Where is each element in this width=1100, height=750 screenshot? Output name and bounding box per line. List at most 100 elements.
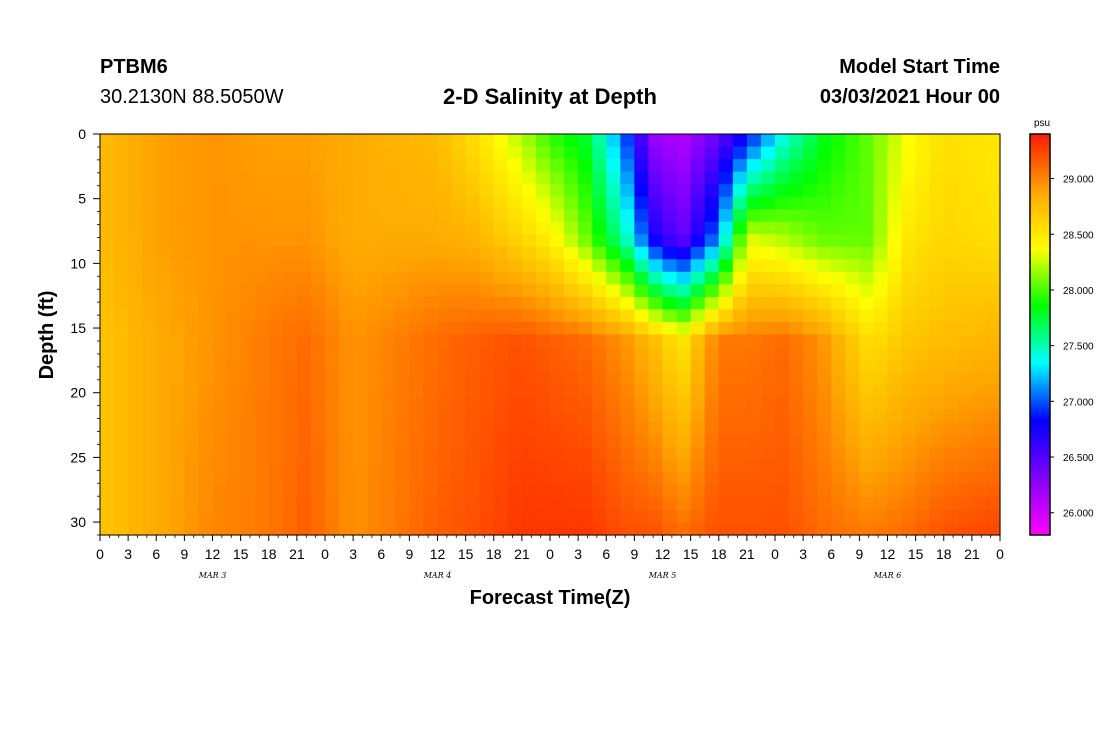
heatmap-cell: [760, 309, 776, 323]
heatmap-cell: [985, 359, 1001, 373]
heatmap-cell: [423, 372, 439, 386]
heatmap-cell: [676, 234, 692, 248]
heatmap-cell: [170, 434, 185, 448]
heatmap-cell: [760, 359, 776, 373]
heatmap-cell: [985, 234, 1001, 248]
heatmap-cell: [690, 334, 706, 348]
heatmap-cell: [325, 447, 340, 461]
heatmap-cell: [268, 397, 284, 411]
heatmap-cell: [746, 472, 762, 486]
heatmap-cell: [423, 321, 439, 336]
heatmap-cell: [521, 159, 537, 173]
heatmap-cell: [901, 409, 917, 423]
heatmap-cell: [353, 171, 368, 185]
heatmap-cell: [732, 184, 748, 198]
heatmap-cell: [929, 159, 945, 173]
heatmap-cell: [479, 296, 495, 311]
heatmap-cell: [451, 309, 467, 323]
heatmap-cell: [282, 234, 298, 248]
heatmap-cell: [873, 309, 889, 323]
heatmap-cell: [985, 134, 1001, 148]
heatmap-cell: [915, 459, 931, 473]
heatmap-cell: [578, 309, 593, 323]
heatmap-cell: [114, 409, 129, 423]
heatmap-cell: [521, 484, 537, 499]
heatmap-cell: [170, 184, 185, 198]
heatmap-cell: [718, 509, 734, 524]
heatmap-cell: [817, 447, 832, 461]
heatmap-cell: [746, 284, 762, 298]
heatmap-cell: [381, 321, 396, 336]
heatmap-cell: [606, 397, 621, 411]
heatmap-cell: [943, 334, 959, 348]
heatmap-cell: [620, 422, 635, 436]
heatmap-cell: [100, 146, 115, 160]
heatmap-cell: [845, 296, 860, 311]
heatmap-cell: [718, 472, 734, 486]
heatmap-cell: [929, 384, 945, 398]
heatmap-cell: [367, 209, 382, 223]
heatmap-cell: [493, 171, 509, 185]
heatmap-cell: [268, 321, 284, 336]
heatmap-cell: [732, 372, 748, 386]
heatmap-cell: [943, 284, 959, 298]
heatmap-cell: [704, 196, 720, 210]
heatmap-cell: [367, 422, 382, 436]
heatmap-cell: [409, 246, 425, 260]
heatmap-cell: [606, 309, 621, 323]
heatmap-cell: [564, 522, 579, 536]
heatmap-cell: [859, 422, 875, 436]
heatmap-cell: [915, 359, 931, 373]
colorbar-tick-label: 29.000: [1063, 175, 1094, 186]
heatmap-cell: [901, 347, 917, 361]
heatmap-cell: [760, 434, 776, 448]
heatmap-cell: [817, 296, 832, 311]
heatmap-cell: [831, 296, 846, 311]
heatmap-cell: [409, 509, 425, 524]
heatmap-cell: [831, 522, 846, 536]
heatmap-cell: [901, 159, 917, 173]
heatmap-cell: [465, 146, 481, 160]
heatmap-cell: [353, 159, 368, 173]
heatmap-cell: [817, 146, 832, 160]
heatmap-cell: [451, 409, 467, 423]
heatmap-cell: [240, 359, 256, 373]
heatmap-cell: [254, 234, 270, 248]
heatmap-cell: [296, 384, 312, 398]
y-tick-label: 15: [70, 320, 86, 336]
heatmap-cell: [325, 134, 340, 148]
heatmap-cell: [718, 321, 734, 336]
heatmap-cell: [606, 372, 621, 386]
heatmap-cell: [550, 509, 565, 524]
heatmap-cell: [493, 284, 509, 298]
heatmap-cell: [170, 309, 185, 323]
heatmap-cell: [901, 484, 917, 499]
heatmap-cell: [817, 372, 832, 386]
heatmap-cell: [690, 246, 706, 260]
heatmap-cell: [676, 409, 692, 423]
heatmap-cell: [409, 159, 425, 173]
heatmap-cell: [339, 422, 354, 436]
heatmap-cell: [325, 522, 340, 536]
heatmap-cell: [746, 221, 762, 235]
heatmap-cell: [620, 347, 635, 361]
heatmap-cell: [550, 359, 565, 373]
heatmap-cell: [254, 296, 270, 311]
heatmap-cell: [521, 422, 537, 436]
heatmap-cell: [550, 259, 565, 273]
heatmap-cell: [718, 497, 734, 511]
heatmap-cell: [114, 422, 129, 436]
heatmap-cell: [240, 284, 256, 298]
heatmap-cell: [775, 422, 790, 436]
heatmap-cell: [381, 234, 396, 248]
heatmap-cell: [606, 484, 621, 499]
heatmap-cell: [240, 334, 256, 348]
heatmap-cell: [620, 171, 635, 185]
heatmap-cell: [114, 284, 129, 298]
heatmap-cell: [465, 196, 481, 210]
heatmap-cell: [100, 472, 115, 486]
heatmap-cell: [535, 321, 551, 336]
heatmap-cell: [395, 234, 410, 248]
heatmap-cell: [634, 409, 650, 423]
heatmap-cell: [339, 284, 354, 298]
